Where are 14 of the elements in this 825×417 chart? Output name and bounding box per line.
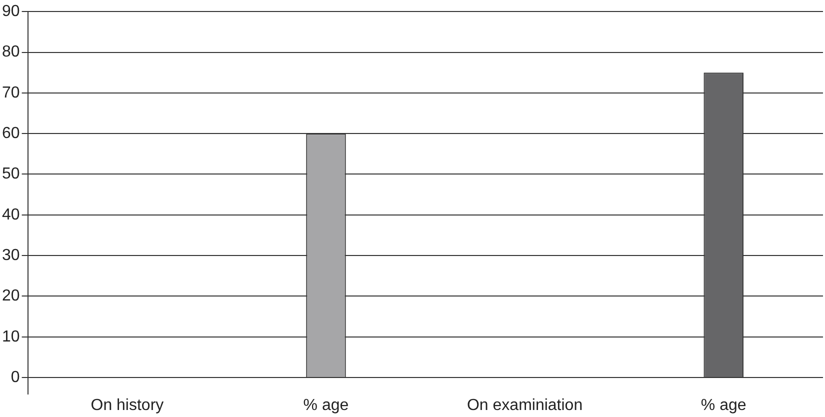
y-tick-label: 80 bbox=[2, 44, 20, 61]
y-tick-label: 30 bbox=[2, 246, 20, 264]
y-tick-label: 90 bbox=[2, 3, 20, 20]
y-tick-label: 40 bbox=[2, 206, 20, 224]
y-tick-label: 50 bbox=[2, 166, 20, 183]
y-tick-label: 10 bbox=[2, 328, 20, 346]
x-tick-label: On history bbox=[90, 396, 164, 414]
y-tick-label: 60 bbox=[2, 124, 20, 142]
x-tick-label: % age bbox=[303, 396, 349, 414]
x-tick-label: On examiniation bbox=[466, 396, 583, 414]
y-tick-label: 70 bbox=[2, 84, 20, 102]
x-tick-label: % age bbox=[700, 396, 746, 414]
y-tick-label: 0 bbox=[10, 368, 20, 386]
y-tick-label: 20 bbox=[2, 288, 20, 305]
